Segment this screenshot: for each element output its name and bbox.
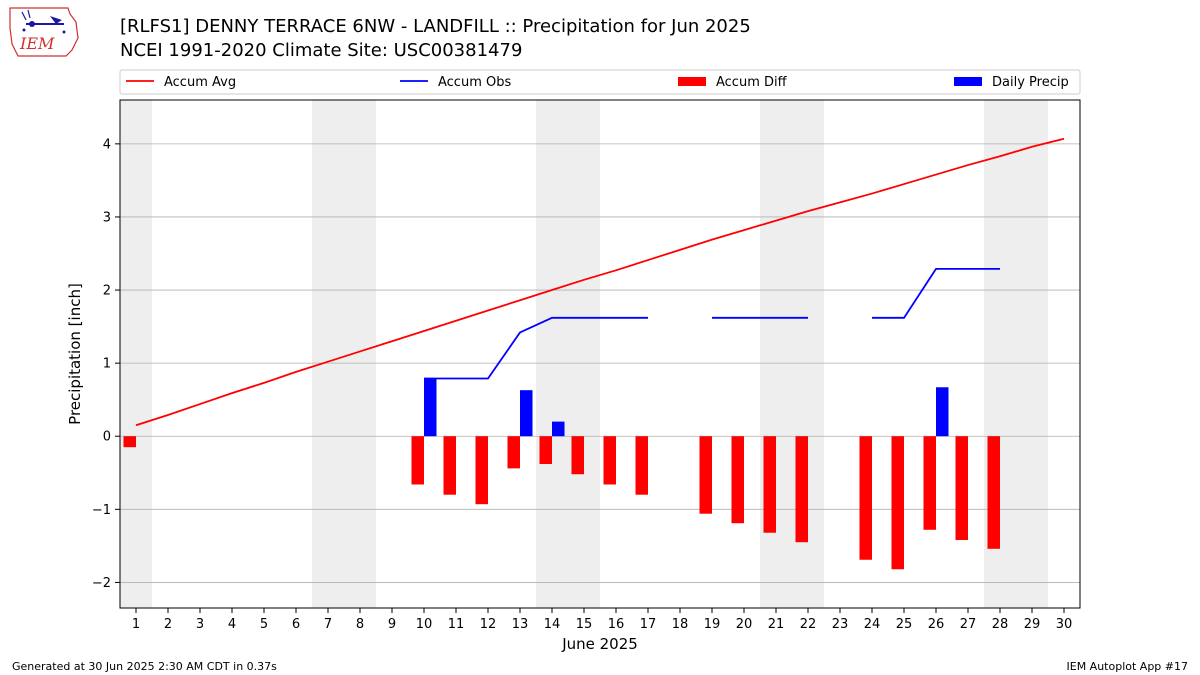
accum-avg-line-segment-0: [135, 137, 1065, 427]
accum-diff-bar-day-15: [571, 436, 584, 475]
x-tick-label-25: 25: [896, 617, 913, 632]
x-tick-label-27: 27: [960, 617, 977, 632]
accum-diff-bar-day-20: [731, 436, 744, 524]
generated-timestamp: Generated at 30 Jun 2025 2:30 AM CDT in …: [12, 660, 277, 673]
x-tick-label-8: 8: [356, 617, 364, 632]
x-tick-label-4: 4: [228, 617, 236, 632]
x-tick-label-7: 7: [324, 617, 332, 632]
accum-diff-bar-day-27: [955, 436, 968, 541]
accum-obs-line-segment-0: [424, 316, 648, 380]
daily-precip-bar-day-26: [936, 387, 949, 437]
daily-precip-bar-day-13: [520, 390, 533, 437]
x-tick-label-1: 1: [132, 617, 140, 632]
accum-diff-bar-day-25: [891, 436, 904, 570]
x-tick-label-13: 13: [512, 617, 529, 632]
x-tick-label-12: 12: [480, 617, 497, 632]
chart-title: [RLFS1] DENNY TERRACE 6NW - LANDFILL :: …: [120, 16, 751, 37]
x-tick-label-17: 17: [640, 617, 657, 632]
y-tick-label-1: 1: [103, 357, 111, 372]
accum-diff-bar-day-19: [699, 436, 712, 514]
legend-daily-precip-label: Daily Precip: [992, 75, 1069, 90]
weekend-band-14: [536, 100, 568, 608]
accum-diff-bar-day-28: [987, 436, 1000, 549]
accum-diff-bar-day-14: [539, 436, 552, 465]
iem-logo: IEM: [6, 4, 82, 60]
weekend-band-7: [312, 100, 344, 608]
x-tick-label-19: 19: [704, 617, 721, 632]
y-axis-label: Precipitation [inch]: [66, 283, 84, 425]
accum-diff-bar-day-1: [123, 436, 136, 448]
accum-diff-bar-day-13: [507, 436, 520, 469]
y-tick-label-4: 4: [103, 137, 111, 152]
x-tick-label-15: 15: [576, 617, 593, 632]
x-tick-label-2: 2: [164, 617, 172, 632]
accum-diff-bar-day-11: [443, 436, 456, 495]
legend-accum-avg-label: Accum Avg: [164, 75, 236, 90]
x-tick-label-16: 16: [608, 617, 625, 632]
weekend-band-29: [1016, 100, 1048, 608]
accum-diff-bar-day-26: [923, 436, 936, 530]
svg-text:IEM: IEM: [19, 34, 55, 53]
y-tick-label--2: −2: [92, 576, 111, 591]
accum-diff-bar-day-10: [411, 436, 424, 485]
x-tick-label-10: 10: [416, 617, 433, 632]
chart-subtitle: NCEI 1991-2020 Climate Site: USC00381479: [120, 40, 523, 61]
y-tick-label-0: 0: [103, 430, 111, 445]
app-label: IEM Autoplot App #17: [1066, 660, 1189, 673]
accum-obs-line-segment-2: [872, 267, 1000, 319]
x-tick-label-24: 24: [864, 617, 881, 632]
x-tick-label-29: 29: [1024, 617, 1041, 632]
daily-precip-bar-day-14: [552, 421, 565, 437]
x-tick-label-5: 5: [260, 617, 268, 632]
y-tick-label--1: −1: [92, 503, 111, 518]
x-tick-label-23: 23: [832, 617, 849, 632]
legend-accum-obs-label: Accum Obs: [438, 75, 511, 90]
weekend-band-1: [120, 100, 152, 608]
legend-daily-precip-swatch: [954, 77, 982, 86]
legend-accum-diff-label: Accum Diff: [716, 75, 788, 90]
x-tick-label-6: 6: [292, 617, 300, 632]
plot-frame: [119, 99, 1081, 609]
accum-diff-bar-day-24: [859, 436, 872, 560]
x-tick-label-22: 22: [800, 617, 817, 632]
x-tick-label-11: 11: [448, 617, 465, 632]
accum-diff-bar-day-21: [763, 436, 776, 533]
weekend-band-15: [568, 100, 600, 608]
accum-diff-bar-day-12: [475, 436, 488, 505]
daily-precip-bar-day-10: [424, 378, 437, 437]
legend-box: [119, 69, 1081, 95]
x-tick-label-14: 14: [544, 617, 561, 632]
x-tick-label-28: 28: [992, 617, 1009, 632]
weekend-band-8: [344, 100, 376, 608]
accum-diff-bar-day-22: [795, 436, 808, 543]
x-tick-label-3: 3: [196, 617, 204, 632]
bars: [123, 378, 1000, 570]
x-tick-label-21: 21: [768, 617, 785, 632]
accum-diff-bar-day-16: [603, 436, 616, 485]
series-lines: [135, 137, 1065, 427]
x-tick-label-9: 9: [388, 617, 396, 632]
accum-diff-bar-day-17: [635, 436, 648, 495]
y-tick-label-3: 3: [103, 210, 111, 225]
legend-accum-diff-swatch: [678, 77, 706, 86]
x-tick-label-26: 26: [928, 617, 945, 632]
weekend-shading: [120, 100, 1048, 608]
x-axis-label: June 2025: [561, 635, 638, 653]
x-tick-label-30: 30: [1056, 617, 1073, 632]
x-tick-label-18: 18: [672, 617, 689, 632]
legend: Accum Avg Accum Obs Accum Diff Daily Precip: [119, 69, 1081, 95]
gridlines: [120, 143, 1080, 583]
x-tick-label-20: 20: [736, 617, 753, 632]
y-tick-label-2: 2: [103, 284, 111, 299]
